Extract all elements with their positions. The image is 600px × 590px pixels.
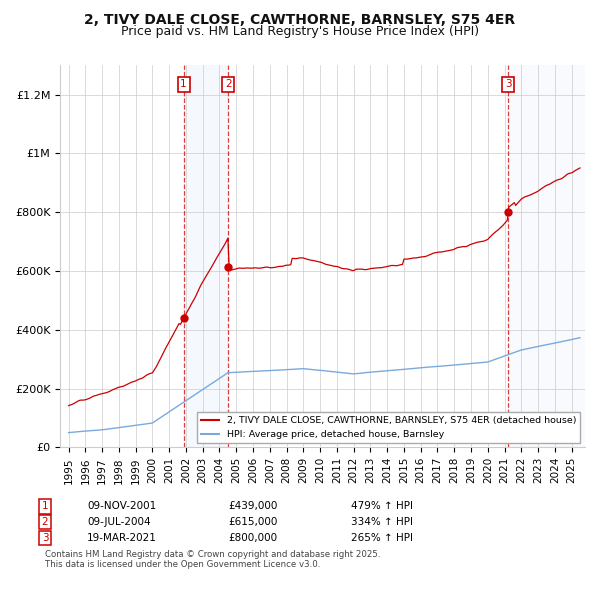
Text: 19-MAR-2021: 19-MAR-2021 — [87, 533, 157, 543]
Text: Contains HM Land Registry data © Crown copyright and database right 2025.: Contains HM Land Registry data © Crown c… — [45, 550, 380, 559]
Text: 3: 3 — [505, 79, 512, 89]
Text: 1: 1 — [41, 502, 49, 511]
Text: 334% ↑ HPI: 334% ↑ HPI — [351, 517, 413, 527]
Text: 1: 1 — [181, 79, 187, 89]
Text: 265% ↑ HPI: 265% ↑ HPI — [351, 533, 413, 543]
Legend: 2, TIVY DALE CLOSE, CAWTHORNE, BARNSLEY, S75 4ER (detached house), HPI: Average : 2, TIVY DALE CLOSE, CAWTHORNE, BARNSLEY,… — [197, 412, 580, 442]
Text: 09-NOV-2001: 09-NOV-2001 — [87, 502, 156, 511]
Bar — [184, 65, 228, 447]
Text: 2: 2 — [41, 517, 49, 527]
Text: 479% ↑ HPI: 479% ↑ HPI — [351, 502, 413, 511]
Text: This data is licensed under the Open Government Licence v3.0.: This data is licensed under the Open Gov… — [45, 560, 320, 569]
Text: 09-JUL-2004: 09-JUL-2004 — [87, 517, 151, 527]
Text: Price paid vs. HM Land Registry's House Price Index (HPI): Price paid vs. HM Land Registry's House … — [121, 25, 479, 38]
Text: £800,000: £800,000 — [228, 533, 277, 543]
Text: 3: 3 — [41, 533, 49, 543]
Bar — [508, 65, 585, 447]
Text: £615,000: £615,000 — [228, 517, 277, 527]
Text: 2, TIVY DALE CLOSE, CAWTHORNE, BARNSLEY, S75 4ER: 2, TIVY DALE CLOSE, CAWTHORNE, BARNSLEY,… — [85, 13, 515, 27]
Text: £439,000: £439,000 — [228, 502, 277, 511]
Text: 2: 2 — [225, 79, 232, 89]
